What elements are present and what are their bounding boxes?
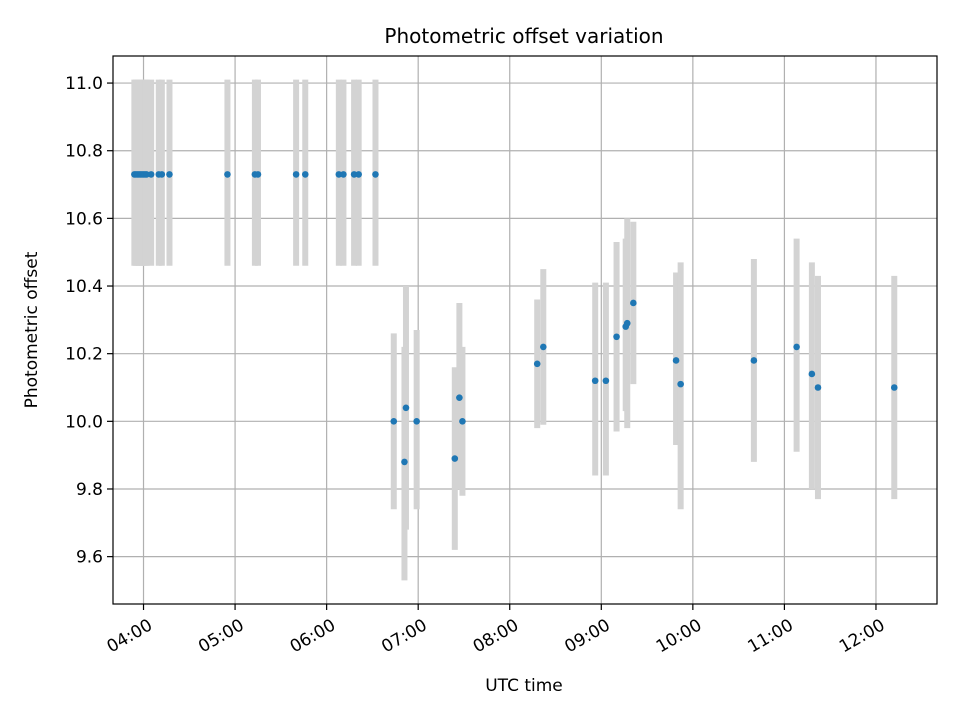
data-point (623, 319, 631, 327)
data-point (451, 455, 459, 462)
data-point (814, 384, 822, 391)
x-tick-label: 10:00 (653, 615, 705, 657)
y-tick-label: 10.0 (65, 412, 103, 432)
data-point (672, 357, 680, 364)
x-tick-label: 04:00 (104, 615, 156, 657)
x-tick-label: 09:00 (561, 615, 613, 657)
data-point (401, 458, 408, 466)
y-tick-label: 10.8 (65, 142, 103, 162)
x-tick-label: 12:00 (836, 615, 888, 657)
y-tick-label: 9.8 (76, 480, 103, 500)
data-point (158, 171, 166, 178)
x-tick-label: 06:00 (287, 615, 339, 657)
y-axis: 9.6 9.8 10.0 10.2 10.4 10.6 10.8 11.0 (65, 74, 113, 568)
axes-frame (112, 55, 938, 605)
data-point (292, 171, 300, 178)
data-point (808, 370, 816, 378)
data-point (459, 418, 466, 425)
data-point (533, 360, 541, 368)
data-point (143, 171, 150, 178)
data-point (677, 380, 684, 388)
chart-title: Photometric offset variation (384, 24, 663, 48)
y-tick-label: 10.2 (65, 345, 103, 365)
data-point (602, 377, 610, 385)
x-tick-label: 08:00 (470, 615, 522, 657)
data-point (166, 171, 173, 178)
data-point (254, 171, 262, 178)
data-point (350, 171, 358, 178)
data-point (372, 171, 379, 178)
data-point (402, 404, 410, 412)
data-point (630, 299, 637, 307)
y-tick-label: 10.6 (65, 209, 103, 229)
y-tick-label: 10.4 (65, 277, 103, 297)
data-point (456, 394, 463, 401)
y-tick-label: 9.6 (76, 548, 103, 568)
x-tick-label: 11:00 (744, 615, 796, 657)
data-point (340, 171, 347, 178)
data-point (750, 357, 758, 364)
data-point (224, 171, 231, 178)
data-point (413, 418, 420, 425)
data-point (591, 377, 599, 385)
y-tick-label: 11.0 (65, 74, 103, 94)
data-point (147, 171, 155, 178)
plot-area (131, 79, 898, 581)
data-point (890, 384, 898, 391)
data-point (301, 171, 309, 178)
data-point (355, 171, 362, 178)
x-axis-label: UTC time (485, 676, 563, 696)
data-point (793, 343, 800, 351)
x-axis: 04:00 05:00 06:00 07:00 08:00 09:00 10:00 11:00… (104, 604, 888, 657)
x-tick-label: 05:00 (195, 615, 247, 657)
x-tick-label: 07:00 (378, 615, 430, 657)
data-point (335, 171, 343, 178)
data-point (540, 343, 547, 351)
data-point (390, 418, 398, 425)
y-axis-label: Photometric offset (22, 251, 42, 408)
data-point (613, 333, 620, 341)
grid (113, 56, 937, 604)
